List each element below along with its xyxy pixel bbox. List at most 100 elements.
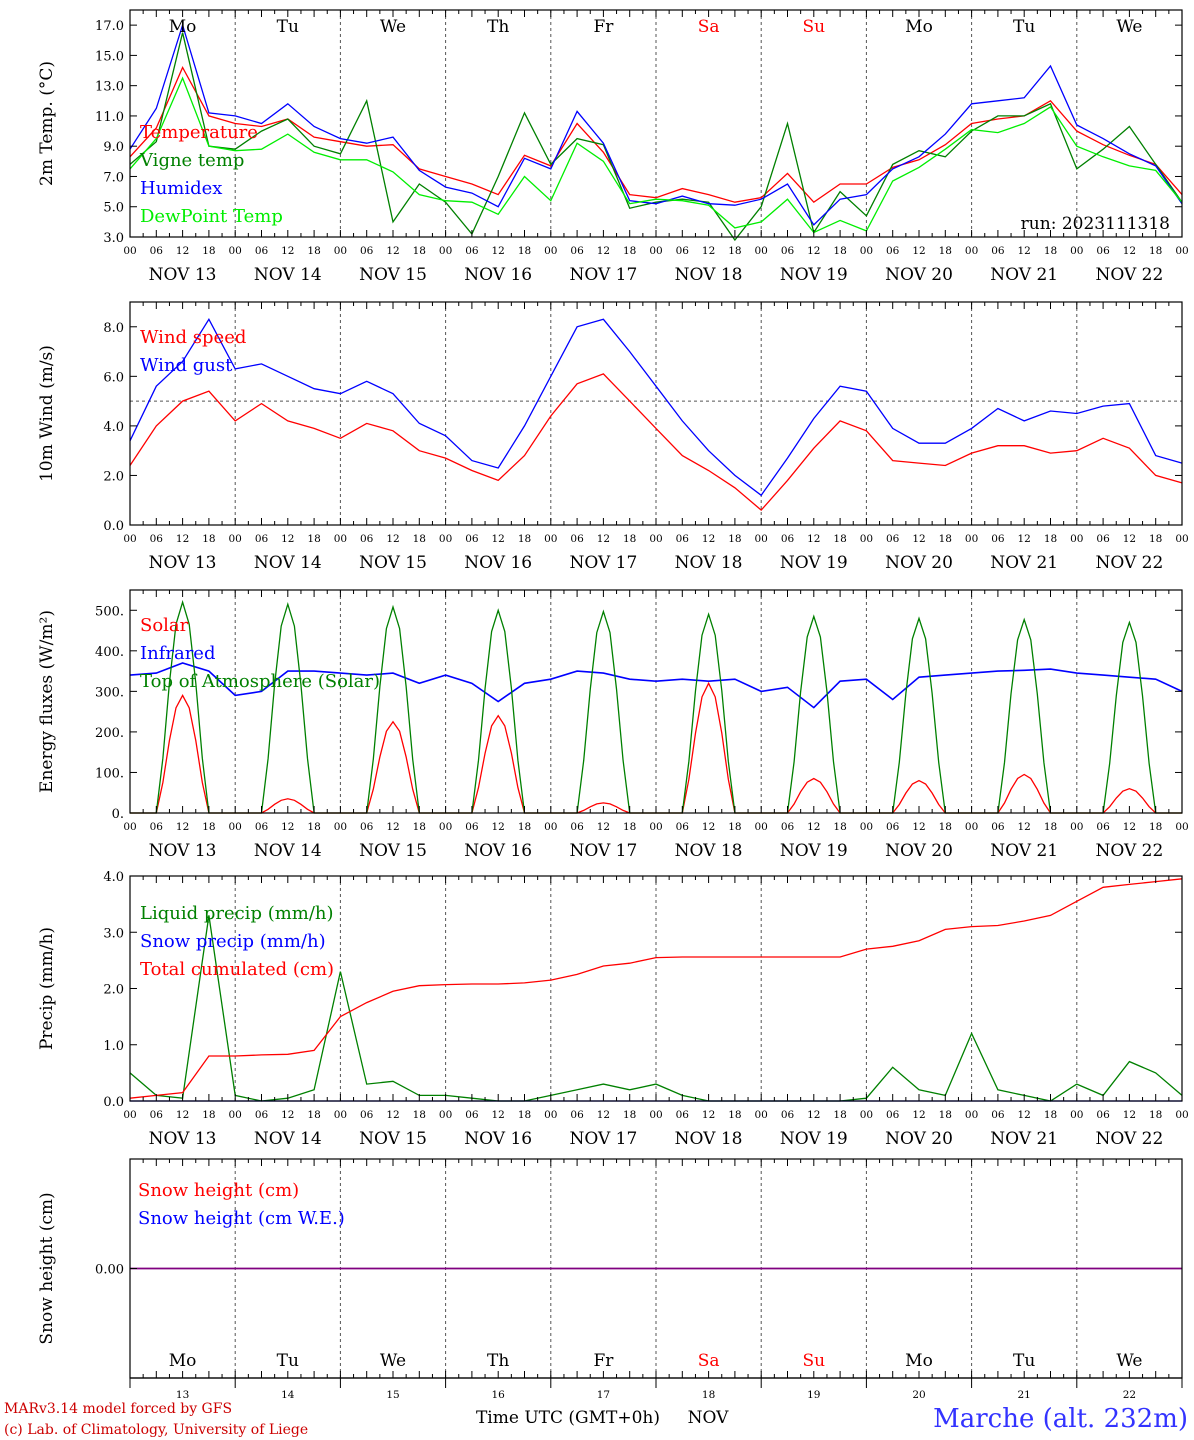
hour-label: 00 xyxy=(755,821,768,833)
hour-label: 12 xyxy=(597,533,610,545)
date-label: NOV 14 xyxy=(254,841,322,861)
hour-label: 06 xyxy=(676,533,690,545)
hour-label: 12 xyxy=(176,533,189,545)
date-label: NOV 15 xyxy=(359,553,427,573)
hour-label: 06 xyxy=(570,245,584,257)
hour-label: 18 xyxy=(1149,533,1162,545)
hour-label: 00 xyxy=(649,1109,662,1121)
y-axis-title: 2m Temp. (°C) xyxy=(37,61,57,186)
hour-label: 18 xyxy=(939,821,952,833)
hour-label: 06 xyxy=(1096,245,1110,257)
day-number: 17 xyxy=(597,1389,610,1401)
hour-label: 06 xyxy=(465,533,479,545)
hour-label: 18 xyxy=(623,533,636,545)
y-tick-label: 1.0 xyxy=(103,1039,124,1054)
date-label: NOV 18 xyxy=(675,553,743,573)
hour-label: 12 xyxy=(281,821,294,833)
hour-label: 18 xyxy=(518,533,531,545)
hour-label: 18 xyxy=(518,245,531,257)
series-line xyxy=(129,915,1183,1102)
hour-label: 00 xyxy=(439,245,452,257)
credit-line-2: (c) Lab. of Climatology, University of L… xyxy=(4,1422,308,1438)
hour-label: 06 xyxy=(255,533,269,545)
hour-label: 00 xyxy=(965,821,978,833)
y-tick-label: 0. xyxy=(112,807,124,822)
hour-label: 00 xyxy=(1070,533,1083,545)
hour-label: 00 xyxy=(123,245,136,257)
hour-label: 06 xyxy=(676,245,690,257)
hour-label: 00 xyxy=(544,821,557,833)
date-label: NOV 14 xyxy=(254,553,322,573)
date-label: NOV 17 xyxy=(569,1129,637,1149)
hour-label: 00 xyxy=(439,533,452,545)
y-tick-label: 13.0 xyxy=(95,80,124,95)
x-axis-title: Time UTC (GMT+0h) xyxy=(476,1408,660,1428)
legend-entry: Infrared xyxy=(140,643,215,664)
hour-label: 12 xyxy=(176,1109,189,1121)
hour-label: 18 xyxy=(833,533,846,545)
day-number: 18 xyxy=(702,1389,715,1401)
hour-label: 12 xyxy=(176,821,189,833)
hour-label: 06 xyxy=(150,245,164,257)
date-label: NOV 18 xyxy=(675,265,743,285)
hour-label: 18 xyxy=(202,1109,215,1121)
hour-label: 18 xyxy=(623,245,636,257)
panel-frame xyxy=(129,301,1183,526)
date-label: NOV 17 xyxy=(569,841,637,861)
date-label: NOV 19 xyxy=(780,841,848,861)
hour-label: 12 xyxy=(386,821,399,833)
y-tick-label: 8.0 xyxy=(103,321,124,336)
hour-label: 06 xyxy=(570,1109,584,1121)
hour-label: 00 xyxy=(229,245,242,257)
day-name-bottom: Su xyxy=(802,1351,825,1371)
station-label: Marche (alt. 232m) xyxy=(933,1404,1188,1434)
hour-label: 00 xyxy=(649,245,662,257)
hour-label: 12 xyxy=(912,821,925,833)
y-axis-title: Energy fluxes (W/m²) xyxy=(37,610,57,793)
hour-label: 00 xyxy=(123,821,136,833)
hour-label: 00 xyxy=(123,1109,136,1121)
hour-label: 06 xyxy=(781,821,795,833)
hour-label: 06 xyxy=(465,1109,479,1121)
legend-entry: Top of Atmosphere (Solar) xyxy=(140,671,380,692)
hour-label: 18 xyxy=(1044,245,1057,257)
hour-label: 18 xyxy=(518,821,531,833)
date-label: NOV 19 xyxy=(780,1129,848,1149)
hour-label: 12 xyxy=(492,245,505,257)
series-line xyxy=(129,662,1183,709)
legend-entry: Liquid precip (mm/h) xyxy=(140,903,334,924)
hour-label: 12 xyxy=(912,245,925,257)
hour-label: 18 xyxy=(413,1109,426,1121)
hour-label: 00 xyxy=(965,1109,978,1121)
hour-label: 06 xyxy=(676,821,690,833)
hour-label: 00 xyxy=(544,245,557,257)
hour-label: 18 xyxy=(623,1109,636,1121)
hour-label: 18 xyxy=(939,533,952,545)
date-label: NOV 18 xyxy=(675,1129,743,1149)
hour-label: 06 xyxy=(991,245,1005,257)
hour-label: 12 xyxy=(702,1109,715,1121)
series-line xyxy=(129,317,1183,497)
hour-label: 06 xyxy=(150,1109,164,1121)
y-tick-label: 100. xyxy=(95,766,124,781)
hour-label: 00 xyxy=(334,821,347,833)
date-label: NOV 21 xyxy=(990,265,1058,285)
day-number: 15 xyxy=(386,1389,399,1401)
legend-entry: Wind speed xyxy=(140,327,246,348)
hour-label: 12 xyxy=(1123,1109,1136,1121)
hour-label: 18 xyxy=(202,533,215,545)
hour-label: 18 xyxy=(833,821,846,833)
date-label: NOV 22 xyxy=(1095,265,1163,285)
hour-label: 06 xyxy=(570,533,584,545)
series-layer xyxy=(129,22,1183,1270)
date-label: NOV 16 xyxy=(464,553,532,573)
legend-entry: Solar xyxy=(140,615,189,636)
day-name-bottom: Mo xyxy=(905,1351,933,1371)
hour-label: 12 xyxy=(1018,821,1031,833)
day-name-top: We xyxy=(1116,17,1142,37)
hour-label: 12 xyxy=(1123,245,1136,257)
hour-label: 18 xyxy=(1149,821,1162,833)
hour-label: 12 xyxy=(492,1109,505,1121)
date-label: NOV 16 xyxy=(464,265,532,285)
hour-label: 06 xyxy=(886,245,900,257)
